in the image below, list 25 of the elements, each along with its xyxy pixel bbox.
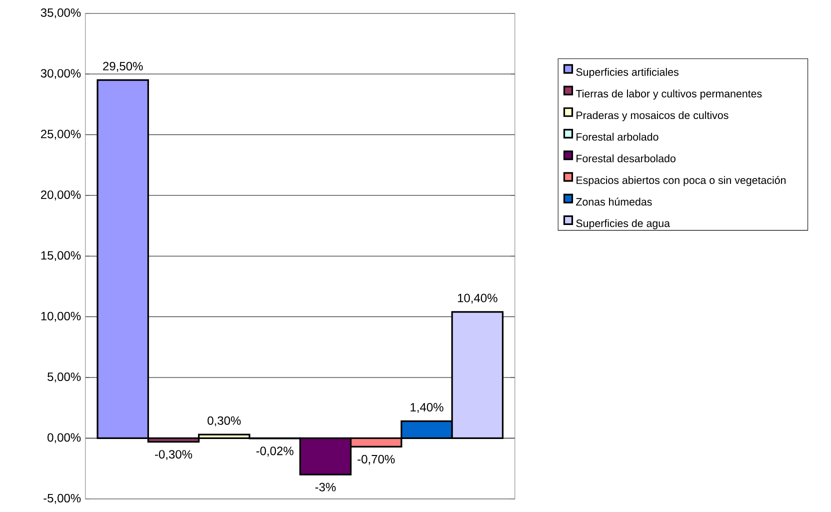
data-label: 29,50% (103, 62, 143, 72)
legend-label: Espacios abiertos con poca o sin vegetación (576, 176, 786, 186)
data-label: -0,70% (358, 454, 395, 465)
y-tick-label: 25,00% (41, 130, 81, 140)
data-label: -3% (315, 482, 336, 492)
legend-label: Forestal arbolado (576, 132, 658, 141)
y-tick-label: -5,00% (44, 494, 81, 504)
y-tick-label: 20,00% (41, 190, 81, 200)
legend-label: Superficies de agua (576, 219, 670, 230)
y-tick-label: 5,00% (48, 372, 81, 382)
y-tick-label: 35,00% (40, 8, 81, 18)
y-tick-label: 15,00% (41, 251, 81, 261)
legend-label: Praderas y mosaicos de cultivos (576, 111, 728, 122)
legend-label: Superficies artificiales (576, 68, 678, 78)
y-tick-label: 0,00% (48, 433, 81, 444)
data-label: -0,02% (256, 446, 294, 457)
y-tick-label: 10,00% (41, 312, 81, 322)
legend-label: Tierras de labor y cultivos permanentes (576, 90, 762, 100)
data-label: -0,30% (155, 450, 192, 460)
data-label: 0,30% (208, 416, 241, 426)
legend-label: Zonas húmedas (576, 198, 652, 206)
data-label: 1,40% (410, 402, 444, 413)
y-tick-label: 30,00% (40, 68, 81, 79)
legend-label: Forestal desarbolado (576, 154, 676, 162)
data-label: 10,40% (458, 294, 498, 304)
